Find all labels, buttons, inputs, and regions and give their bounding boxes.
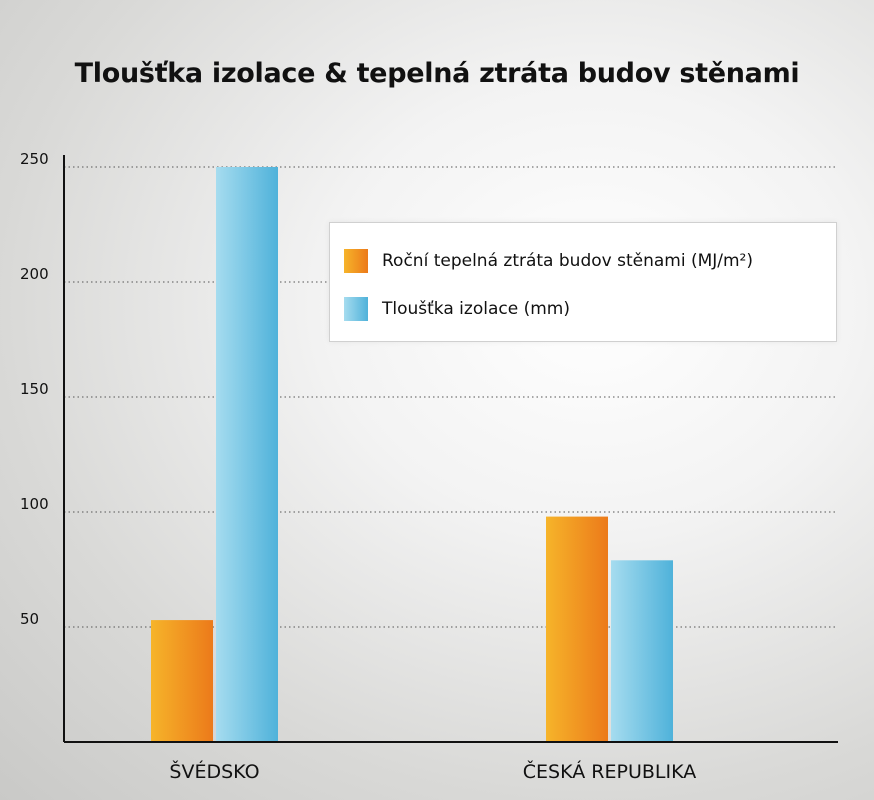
y-tick-label: 200 (20, 265, 49, 283)
bar-insulation-1 (611, 560, 673, 742)
bar-insulation-0 (216, 167, 278, 742)
y-tick-label: 250 (20, 150, 49, 168)
bar-heat-loss-1 (546, 516, 608, 742)
legend-item-insulation: Tloušťka izolace (mm) (344, 297, 570, 321)
bar-heat-loss-0 (151, 620, 213, 742)
legend-label-heat-loss: Roční tepelná ztráta budov stěnami (MJ/m… (382, 251, 754, 271)
legend-swatch-orange (344, 249, 368, 273)
legend-item-heat-loss: Roční tepelná ztráta budov stěnami (MJ/m… (344, 249, 753, 273)
legend: Roční tepelná ztráta budov stěnami (MJ/m… (329, 222, 837, 342)
chart-title: Tloušťka izolace & tepelná ztráta budov … (74, 58, 800, 89)
legend-label-insulation: Tloušťka izolace (mm) (382, 299, 570, 319)
x-category-label: ČESKÁ REPUBLIKA (523, 759, 696, 783)
y-tick-label: 50 (20, 610, 39, 628)
y-tick-label: 100 (20, 495, 49, 513)
legend-swatch-blue (344, 297, 368, 321)
x-category-label: ŠVÉDSKO (169, 759, 259, 783)
y-tick-label: 150 (20, 380, 49, 398)
